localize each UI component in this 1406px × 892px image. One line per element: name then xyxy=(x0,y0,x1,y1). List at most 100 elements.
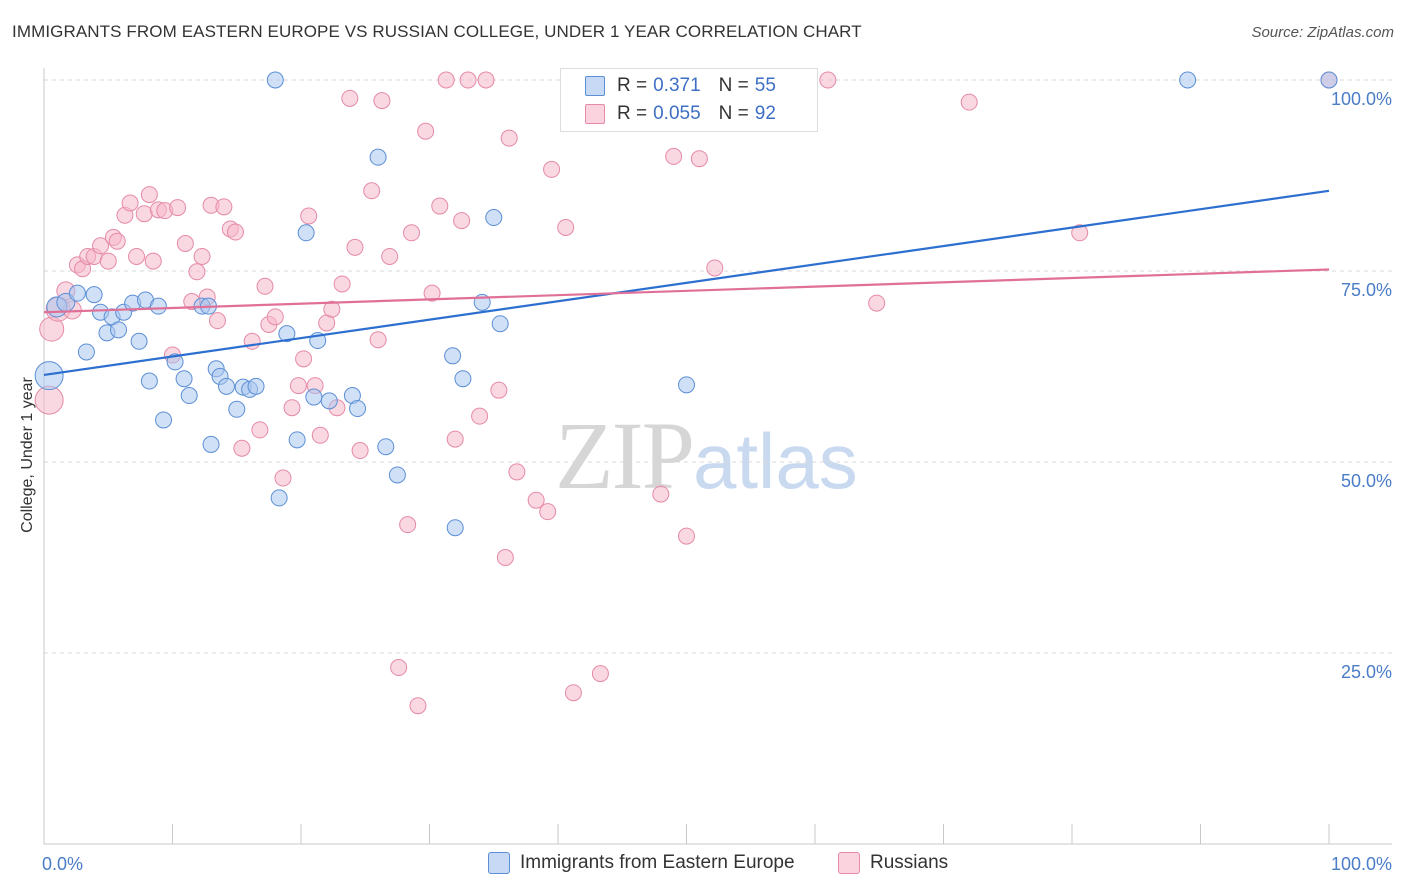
legend-n-value: 92 xyxy=(754,103,776,124)
russians-point xyxy=(557,218,575,236)
russians-point xyxy=(390,659,408,677)
watermark-atlas: atlas xyxy=(693,417,858,505)
watermark: ZIPatlas xyxy=(555,400,858,511)
legend-label-russians: Russians xyxy=(870,852,949,873)
legend-r-label: R = xyxy=(617,103,648,124)
trend-lines xyxy=(43,189,1330,376)
eastern-europe-point xyxy=(175,370,193,388)
russians-point xyxy=(341,89,359,107)
russians-point xyxy=(226,223,244,241)
russians-point xyxy=(527,491,545,509)
russians-point xyxy=(960,93,978,111)
russians-point xyxy=(564,684,582,702)
russians-point xyxy=(121,194,139,212)
eastern-europe-point xyxy=(34,361,64,391)
russians-point xyxy=(706,259,724,277)
russians-point xyxy=(144,252,162,270)
eastern-europe-point xyxy=(446,519,464,537)
watermark-zip: ZIP xyxy=(555,402,695,509)
russians-point xyxy=(274,469,292,487)
eastern-europe-point xyxy=(388,466,406,484)
eastern-europe-point xyxy=(444,347,462,365)
russians-point xyxy=(431,197,449,215)
eastern-europe-point xyxy=(166,353,184,371)
chart-title: IMMIGRANTS FROM EASTERN EUROPE VS RUSSIA… xyxy=(12,22,862,41)
russians-point xyxy=(135,205,153,223)
legend-n-value: 55 xyxy=(754,75,776,96)
legend-row-eastern-europe: R = 0.371 N = 55 xyxy=(585,73,776,99)
russians-point xyxy=(193,247,211,265)
russians-point xyxy=(188,263,206,281)
russians-point xyxy=(215,198,233,216)
eastern-europe-point xyxy=(278,325,296,343)
eastern-europe-point xyxy=(1179,71,1197,89)
y-tick-label-100: 100.0% xyxy=(1331,89,1392,109)
eastern-europe-point xyxy=(454,370,472,388)
russians-point xyxy=(128,247,146,265)
russians-point xyxy=(346,238,364,256)
legend-n-label: N = xyxy=(718,75,749,96)
eastern-europe-point xyxy=(678,376,695,394)
russians-point xyxy=(176,234,194,252)
russians-point xyxy=(403,224,421,242)
russians-point xyxy=(208,312,226,330)
series-legend: Immigrants from Eastern Europe Russians xyxy=(0,852,1406,878)
legend-r-value: 0.371 xyxy=(653,75,701,96)
eastern-europe-point xyxy=(349,400,367,418)
y-tick-label-75: 75.0% xyxy=(1341,280,1392,300)
russians-point xyxy=(169,199,187,217)
russians-point xyxy=(490,381,508,399)
russians-point xyxy=(399,516,417,534)
eastern-europe-point xyxy=(228,400,246,418)
russians-point xyxy=(868,294,886,312)
eastern-europe-point xyxy=(485,209,503,227)
y-tick-label-50: 50.0% xyxy=(1341,471,1392,491)
eastern-europe-point xyxy=(77,343,95,361)
eastern-europe-point xyxy=(247,377,265,395)
legend-swatch-blue xyxy=(585,76,605,96)
eastern-europe-point xyxy=(369,148,387,166)
eastern-europe-point xyxy=(140,372,158,390)
russians-point xyxy=(508,463,526,481)
legend-swatch-blue xyxy=(488,852,510,874)
russians-point xyxy=(251,421,269,439)
eastern-europe-point xyxy=(130,332,148,350)
russians-point xyxy=(295,350,313,368)
eastern-europe-point xyxy=(305,388,323,406)
russians-point xyxy=(423,284,441,302)
russians-point xyxy=(539,503,557,521)
legend-r-label: R = xyxy=(617,75,648,96)
russians-point xyxy=(34,385,64,415)
axes xyxy=(43,68,1392,845)
tick-labels: 0.0% 100.0% 25.0% 50.0% 75.0% 100.0% xyxy=(42,89,1392,874)
eastern-europe-point xyxy=(491,315,509,333)
russians-point xyxy=(108,232,126,250)
russians-point xyxy=(591,665,609,683)
legend-r-value: 0.055 xyxy=(653,103,701,124)
russians-point xyxy=(543,160,561,178)
eastern-europe-points xyxy=(34,71,1338,537)
russians-point xyxy=(369,331,387,349)
russians-point xyxy=(266,308,284,326)
eastern-europe-point xyxy=(288,431,306,449)
russians-point xyxy=(323,300,341,318)
russians-point xyxy=(690,150,708,168)
eastern-europe-point xyxy=(202,435,220,453)
legend-item-eastern-europe[interactable]: Immigrants from Eastern Europe xyxy=(488,852,795,874)
russians-point xyxy=(373,92,391,110)
eastern-europe-point xyxy=(266,71,284,89)
eastern-europe-point xyxy=(180,387,198,405)
eastern-europe-point xyxy=(320,392,338,410)
russians-point xyxy=(819,71,837,89)
gridlines xyxy=(44,79,1392,654)
russians-point xyxy=(496,549,514,566)
legend-item-russians[interactable]: Russians xyxy=(838,852,948,874)
russians-point xyxy=(453,212,471,230)
russians-point xyxy=(233,439,251,457)
russians-point xyxy=(1071,224,1089,242)
trend-line-eastern-europe xyxy=(43,189,1330,376)
russians-point xyxy=(300,207,318,225)
russians-point xyxy=(283,399,301,417)
eastern-europe-point xyxy=(217,377,235,395)
